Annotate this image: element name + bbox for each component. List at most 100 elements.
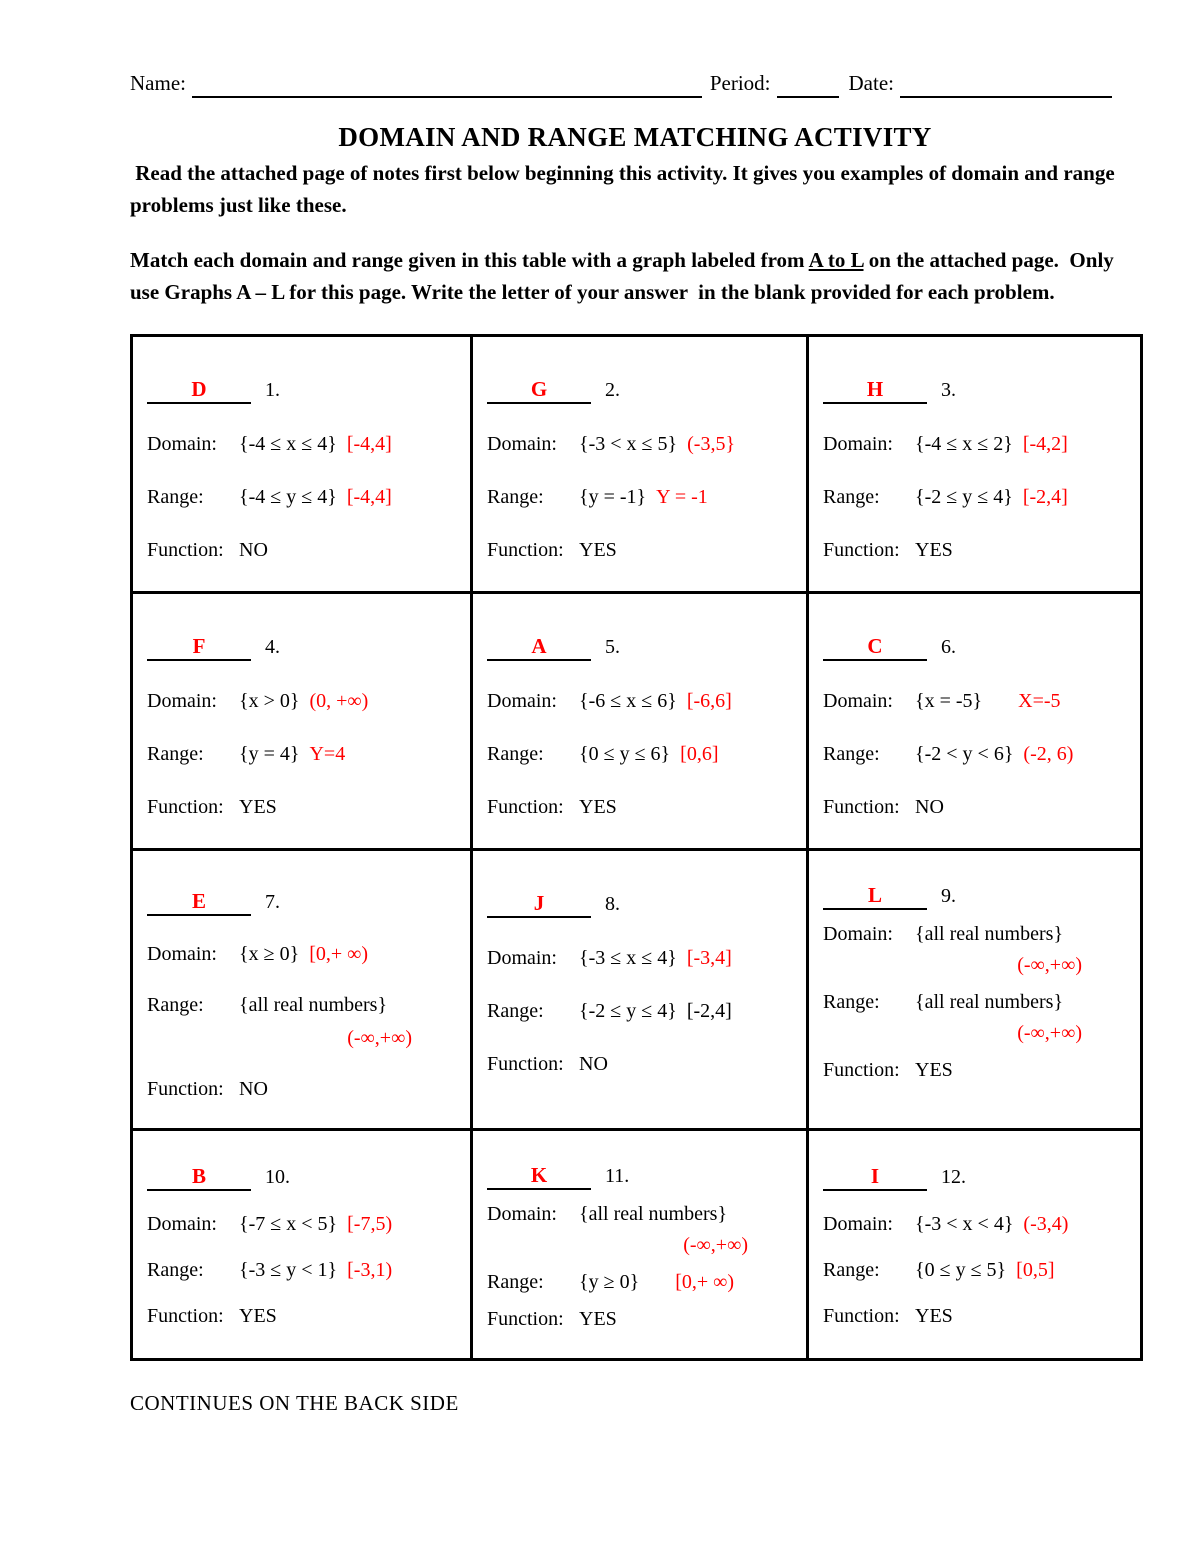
answer-letter: C — [867, 634, 883, 658]
domain-set: {all real numbers} — [915, 923, 1064, 945]
range-set: {all real numbers} — [915, 991, 1064, 1013]
domain-interval-line: (-∞,+∞) — [487, 1233, 796, 1258]
function-line: Function: YES — [487, 795, 796, 820]
range-interval-line: (-∞,+∞) — [823, 1021, 1130, 1046]
function-line: Function: YES — [823, 1058, 1130, 1083]
domain-interval: (-3,4) — [1023, 1213, 1069, 1235]
domain-label: Domain: — [823, 1213, 893, 1235]
problem-cell-2: G 2. Domain: {-3 < x ≤ 5} (-3,5} Range: {… — [470, 334, 809, 594]
range-line: Range: {y = -1} Y = -1 — [487, 485, 796, 510]
problem-cell-3: H 3. Domain: {-4 ≤ x ≤ 2} [-4,2] Range: {… — [806, 334, 1143, 594]
domain-label: Domain: — [147, 433, 217, 455]
domain-line: Domain: {all real numbers} — [487, 1202, 796, 1227]
domain-set: {-7 ≤ x < 5} — [239, 1213, 338, 1235]
answer-blank: C — [823, 634, 927, 661]
answer-line: F 4. — [147, 634, 460, 661]
problem-cell-6: C 6. Domain: {x = -5} X=-5 Range: {-2 < y… — [806, 591, 1143, 851]
domain-value-group: {-3 < x ≤ 5} (-3,5} — [579, 432, 735, 457]
range-interval: [-3,1) — [347, 1259, 393, 1281]
answer-blank: L — [823, 883, 927, 910]
domain-interval: [-4,4] — [346, 433, 392, 455]
range-label: Range: — [823, 991, 880, 1013]
answer-letter: I — [870, 1164, 880, 1188]
domain-set: {-3 ≤ x ≤ 4} — [579, 947, 677, 969]
footer-note: CONTINUES ON THE BACK SIDE — [130, 1391, 459, 1415]
domain-label: Domain: — [487, 1203, 557, 1225]
domain-label: Domain: — [823, 690, 893, 712]
range-line: Range: {all real numbers} — [823, 990, 1130, 1015]
problems-table: D 1. Domain: {-4 ≤ x ≤ 4} [-4,4] Range: {… — [130, 334, 1143, 1361]
range-interval-line: (-∞,+∞) — [147, 1026, 460, 1051]
answer-line: H 3. — [823, 377, 1130, 404]
function-value: NO — [239, 1078, 268, 1100]
domain-line: Domain: {-4 ≤ x ≤ 4} [-4,4] — [147, 432, 460, 457]
date-blank — [900, 70, 1112, 98]
range-interval: (-∞,+∞) — [347, 1027, 412, 1049]
range-value-group: {y ≥ 0} [0,+ ∞) — [579, 1270, 734, 1295]
function-label: Function: — [823, 539, 900, 561]
domain-set: {-3 < x < 4} — [915, 1213, 1014, 1235]
domain-set: {-6 ≤ x ≤ 6} — [579, 690, 677, 712]
name-blank — [191, 70, 702, 98]
answer-line: E 7. — [147, 889, 460, 916]
function-label: Function: — [487, 1053, 564, 1075]
problem-number: 6. — [941, 636, 956, 658]
range-set: {y = -1} — [579, 486, 647, 508]
range-label: Range: — [487, 743, 544, 765]
range-interval: [0,6] — [680, 743, 719, 765]
range-interval: Y=4 — [309, 743, 346, 765]
answer-letter: D — [191, 377, 207, 401]
domain-label: Domain: — [487, 690, 557, 712]
domain-interval: X=-5 — [1018, 690, 1061, 712]
domain-set: {all real numbers} — [579, 1203, 728, 1225]
problem-number: 9. — [941, 885, 956, 907]
answer-letter: E — [191, 889, 206, 913]
function-line: Function: YES — [487, 1307, 796, 1332]
domain-interval: [-6,6] — [686, 690, 732, 712]
range-line: Range: {0 ≤ y ≤ 6} [0,6] — [487, 742, 796, 767]
domain-interval: (-∞,+∞) — [683, 1234, 748, 1256]
range-label: Range: — [147, 743, 204, 765]
answer-letter: B — [191, 1164, 206, 1188]
name-period-date-row: Name: Period: Date: — [130, 70, 1140, 98]
function-value: YES — [915, 1059, 953, 1081]
answer-blank: I — [823, 1164, 927, 1191]
domain-label: Domain: — [147, 1213, 217, 1235]
function-value: NO — [579, 1053, 608, 1075]
function-line: Function: NO — [147, 538, 460, 563]
function-label: Function: — [147, 796, 224, 818]
domain-value-group: {all real numbers} — [579, 1202, 727, 1227]
range-line: Range: {-3 ≤ y < 1} [-3,1) — [147, 1258, 460, 1283]
function-label: Function: — [147, 539, 224, 561]
range-value-group: {0 ≤ y ≤ 5} [0,5] — [915, 1258, 1054, 1283]
range-set: {-2 ≤ y ≤ 4} — [579, 1000, 677, 1022]
domain-value-group: {x = -5} X=-5 — [915, 689, 1061, 714]
range-interval: [0,+ ∞) — [675, 1271, 735, 1293]
function-line: Function: NO — [147, 1077, 460, 1102]
range-interval: Y = -1 — [656, 486, 708, 508]
range-label: Range: — [487, 1271, 544, 1293]
answer-blank: K — [487, 1163, 591, 1190]
domain-line: Domain: {-3 < x < 4} (-3,4) — [823, 1212, 1130, 1237]
answer-blank: D — [147, 377, 251, 404]
domain-interval: [0,+ ∞) — [309, 943, 369, 965]
function-line: Function: NO — [487, 1052, 796, 1077]
answer-blank: B — [147, 1164, 251, 1191]
answer-letter: J — [533, 891, 545, 915]
range-set: {-4 ≤ y ≤ 4} — [239, 486, 337, 508]
problem-cell-9: L 9. Domain: {all real numbers} (-∞,+∞) … — [806, 848, 1143, 1131]
function-value: YES — [915, 539, 953, 561]
function-value: NO — [239, 539, 268, 561]
range-set: {all real numbers} — [239, 994, 388, 1016]
domain-value-group: {-4 ≤ x ≤ 4} [-4,4] — [239, 432, 392, 457]
problem-cell-5: A 5. Domain: {-6 ≤ x ≤ 6} [-6,6] Range: {… — [470, 591, 809, 851]
function-label: Function: — [487, 1308, 564, 1330]
function-line: Function: YES — [823, 1304, 1130, 1329]
problem-number: 3. — [941, 379, 956, 401]
problem-number: 10. — [265, 1166, 290, 1188]
function-value: YES — [579, 796, 617, 818]
range-label: Range: — [823, 1259, 880, 1281]
period-blank — [776, 70, 839, 98]
range-set: {y ≥ 0} — [579, 1271, 640, 1293]
answer-line: L 9. — [823, 883, 1130, 910]
